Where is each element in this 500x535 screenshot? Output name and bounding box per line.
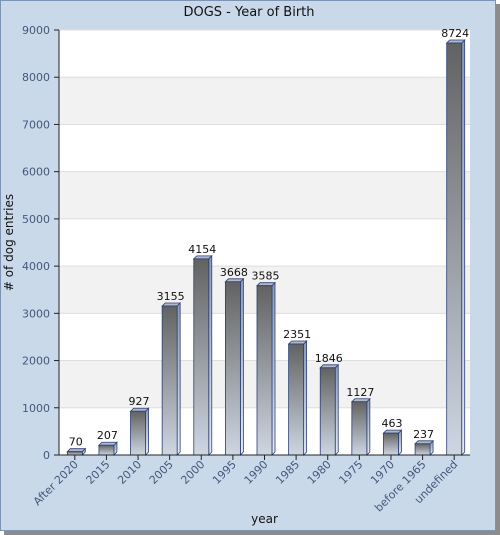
bar-side — [398, 429, 402, 456]
x-tick-label: 2005 — [147, 458, 176, 487]
bar-top — [256, 282, 276, 287]
bar-side — [176, 302, 181, 456]
y-tick-label: 3000 — [22, 307, 50, 320]
y-tick-label: 4000 — [22, 260, 50, 273]
bar-top — [161, 302, 182, 307]
x-tick-label: 2015 — [84, 458, 113, 487]
bar-top — [97, 441, 118, 446]
bar[interactable] — [130, 410, 146, 456]
bar-top — [66, 448, 87, 453]
y-tick-label: 7000 — [22, 118, 50, 131]
bar-side — [271, 281, 276, 456]
bar[interactable] — [224, 281, 241, 456]
y-tick-label: 9000 — [22, 24, 50, 37]
y-axis-label: # of dog entries — [2, 194, 16, 291]
y-tick-label: 5000 — [22, 213, 50, 226]
data-label: 3668 — [220, 266, 248, 279]
bar-top — [192, 255, 213, 260]
x-tick-label: 1975 — [336, 458, 365, 487]
x-axis-label: year — [251, 512, 278, 526]
x-tick-label: 1985 — [273, 458, 302, 487]
bar-side — [366, 397, 371, 456]
bar-top — [224, 278, 245, 283]
bar[interactable] — [288, 343, 305, 456]
bar-top — [319, 364, 340, 369]
x-tick-label: 2000 — [178, 458, 207, 487]
data-label: 927 — [129, 395, 150, 408]
bar[interactable] — [446, 42, 463, 456]
bar-top — [382, 429, 403, 434]
data-label: 3585 — [252, 270, 280, 283]
data-label: 4154 — [188, 243, 216, 256]
bar-top — [350, 398, 371, 403]
x-tick-label: 2010 — [115, 458, 144, 487]
data-label: 463 — [381, 417, 402, 430]
x-tick-label: 1980 — [305, 458, 334, 487]
bar[interactable] — [351, 401, 368, 456]
data-label: 2351 — [283, 328, 311, 341]
bar-side — [334, 363, 339, 456]
bar-side — [208, 254, 213, 456]
y-tick-label: 0 — [43, 449, 50, 462]
bar[interactable] — [414, 443, 431, 456]
data-label: 1846 — [315, 352, 343, 365]
x-tick-label: After 2020 — [31, 458, 81, 508]
bar-top — [414, 440, 435, 445]
bar-top — [287, 340, 308, 345]
data-label: 3155 — [157, 290, 185, 303]
x-tick-label: 1990 — [242, 458, 271, 487]
bar-top — [129, 407, 150, 412]
x-tick-label: 1970 — [368, 458, 397, 487]
bar[interactable] — [256, 285, 273, 456]
data-label: 1127 — [346, 386, 374, 399]
bar-top — [445, 39, 466, 44]
bar[interactable] — [161, 305, 178, 456]
bar[interactable] — [98, 444, 115, 456]
y-tick-label: 2000 — [22, 355, 50, 368]
data-label: 237 — [413, 428, 434, 441]
bar[interactable] — [319, 367, 336, 456]
bar-side — [239, 277, 244, 456]
bar-side — [303, 340, 308, 456]
grid-band — [59, 171, 470, 219]
data-label: 8724 — [441, 27, 469, 40]
bar-side — [461, 39, 466, 456]
chart-title: DOGS - Year of Birth — [183, 5, 315, 20]
y-tick-label: 6000 — [22, 166, 50, 179]
y-tick-label: 1000 — [22, 402, 50, 415]
bar-side — [145, 407, 149, 456]
y-tick-label: 8000 — [22, 71, 50, 84]
data-label: 207 — [97, 429, 118, 442]
grid-band — [59, 77, 470, 125]
data-label: 70 — [69, 436, 83, 449]
bar[interactable] — [383, 432, 399, 456]
x-tick-label: 1995 — [210, 458, 239, 487]
bar[interactable] — [193, 258, 210, 456]
